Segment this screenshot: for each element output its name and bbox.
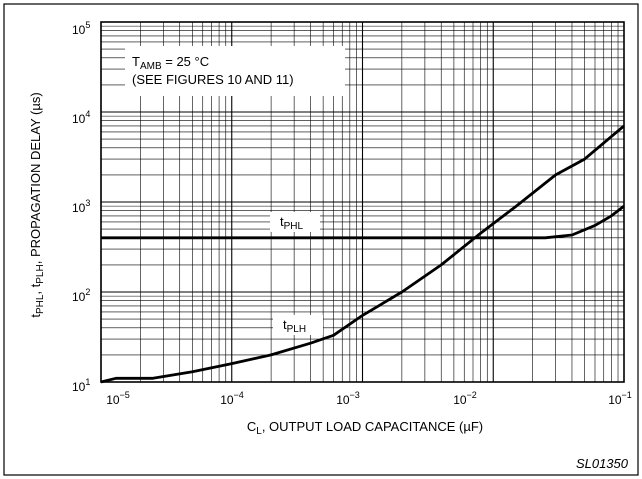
annotation-box	[125, 46, 345, 96]
figure-frame	[3, 3, 639, 476]
y-tick-label: 102	[72, 287, 90, 304]
tphl-label-bg	[270, 212, 320, 232]
annotation-line-1: TAMB = 25 °C	[132, 54, 209, 72]
annotation-line-2: (SEE FIGURES 10 AND 11)	[132, 72, 294, 87]
x-tick-label: 10−2	[453, 390, 477, 407]
series-label-tphl: tPHL	[280, 214, 304, 232]
plot-frame	[100, 21, 625, 383]
y-tick-label: 103	[72, 198, 90, 215]
y-tick-label: 105	[72, 20, 90, 37]
x-tick-label: 10−1	[608, 390, 632, 407]
y-axis-label: tPHL, tPLH, PROPAGATION DELAY (µs)	[28, 92, 46, 317]
y-tick-label: 101	[72, 377, 90, 394]
y-tick-label: 104	[72, 109, 90, 126]
figure-code: SL01350	[576, 456, 629, 471]
series-line-tplh	[100, 124, 625, 384]
series-line-tphl	[101, 204, 625, 240]
curves	[100, 124, 625, 384]
x-tick-label: 10−5	[106, 390, 130, 407]
x-tick-label: 10−4	[220, 390, 244, 407]
series-label-tplh: tPLH	[283, 317, 306, 335]
x-axis-label: CL, OUTPUT LOAD CAPACITANCE (µF)	[247, 419, 483, 437]
x-tick-label: 10−3	[336, 390, 360, 407]
tplh-label-bg	[273, 315, 323, 335]
